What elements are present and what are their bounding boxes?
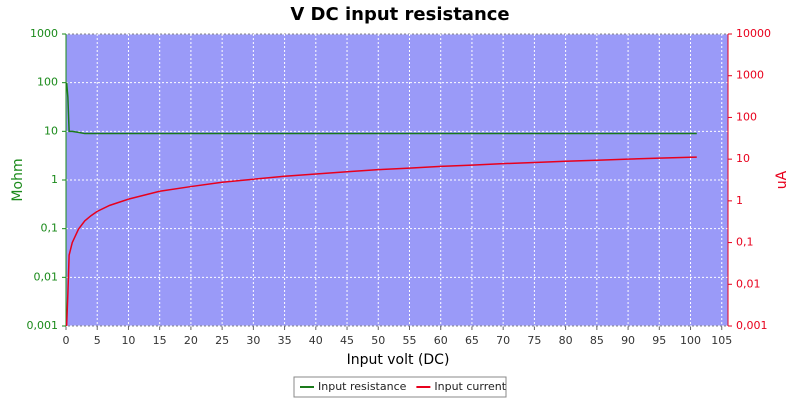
x-tick-label: 15: [153, 334, 167, 347]
y-axis-title: Mohm: [10, 158, 26, 201]
x-tick-label: 0: [63, 334, 70, 347]
x-tick-label: 60: [434, 334, 448, 347]
x-tick-label: 65: [465, 334, 479, 347]
y-tick-label: 0,01: [34, 270, 59, 283]
y2-tick-label: 0,001: [736, 319, 768, 332]
legend-label: Input resistance: [318, 380, 407, 393]
y2-tick-label: 0,1: [736, 236, 754, 249]
x-tick-label: 35: [278, 334, 292, 347]
x-tick-label: 25: [215, 334, 229, 347]
x-tick-label: 75: [527, 334, 541, 347]
x-tick-label: 95: [652, 334, 666, 347]
y-tick-label: 0,1: [41, 222, 59, 235]
x-tick-label: 90: [621, 334, 635, 347]
x-axis-title: Input volt (DC): [347, 352, 450, 368]
y2-tick-label: 10000: [736, 27, 771, 40]
x-tick-label: 45: [340, 334, 354, 347]
y-tick-label: 0,001: [27, 319, 59, 332]
plot-area: [65, 33, 729, 327]
y2-tick-label: 100: [736, 110, 757, 123]
y2-axis-title: uA: [774, 170, 790, 189]
x-tick-label: 55: [402, 334, 416, 347]
y2-tick-label: 10: [736, 152, 750, 165]
x-tick-label: 40: [309, 334, 323, 347]
series-line: [65, 156, 697, 327]
legend-label: Input current: [434, 380, 506, 393]
y2-tick-label: 0,01: [736, 277, 761, 290]
x-tick-label: 85: [590, 334, 604, 347]
x-tick-label: 70: [496, 334, 510, 347]
y-tick-label: 1000: [30, 27, 58, 40]
x-tick-label: 20: [184, 334, 198, 347]
y2-tick-label: 1: [736, 194, 743, 207]
x-tick-label: 80: [559, 334, 573, 347]
series-line: [65, 82, 697, 135]
x-tick-label: 105: [711, 334, 732, 347]
y2-tick-label: 1000: [736, 69, 764, 82]
legend-box: [293, 376, 507, 398]
x-tick-label: 10: [121, 334, 135, 347]
y-tick-label: 10: [44, 124, 58, 137]
x-tick-label: 100: [680, 334, 701, 347]
x-tick-label: 50: [371, 334, 385, 347]
x-tick-label: 30: [246, 334, 260, 347]
x-tick-label: 5: [94, 334, 101, 347]
chart-title: V DC input resistance: [290, 4, 509, 25]
y-tick-label: 100: [37, 76, 58, 89]
y-tick-label: 1: [51, 173, 58, 186]
